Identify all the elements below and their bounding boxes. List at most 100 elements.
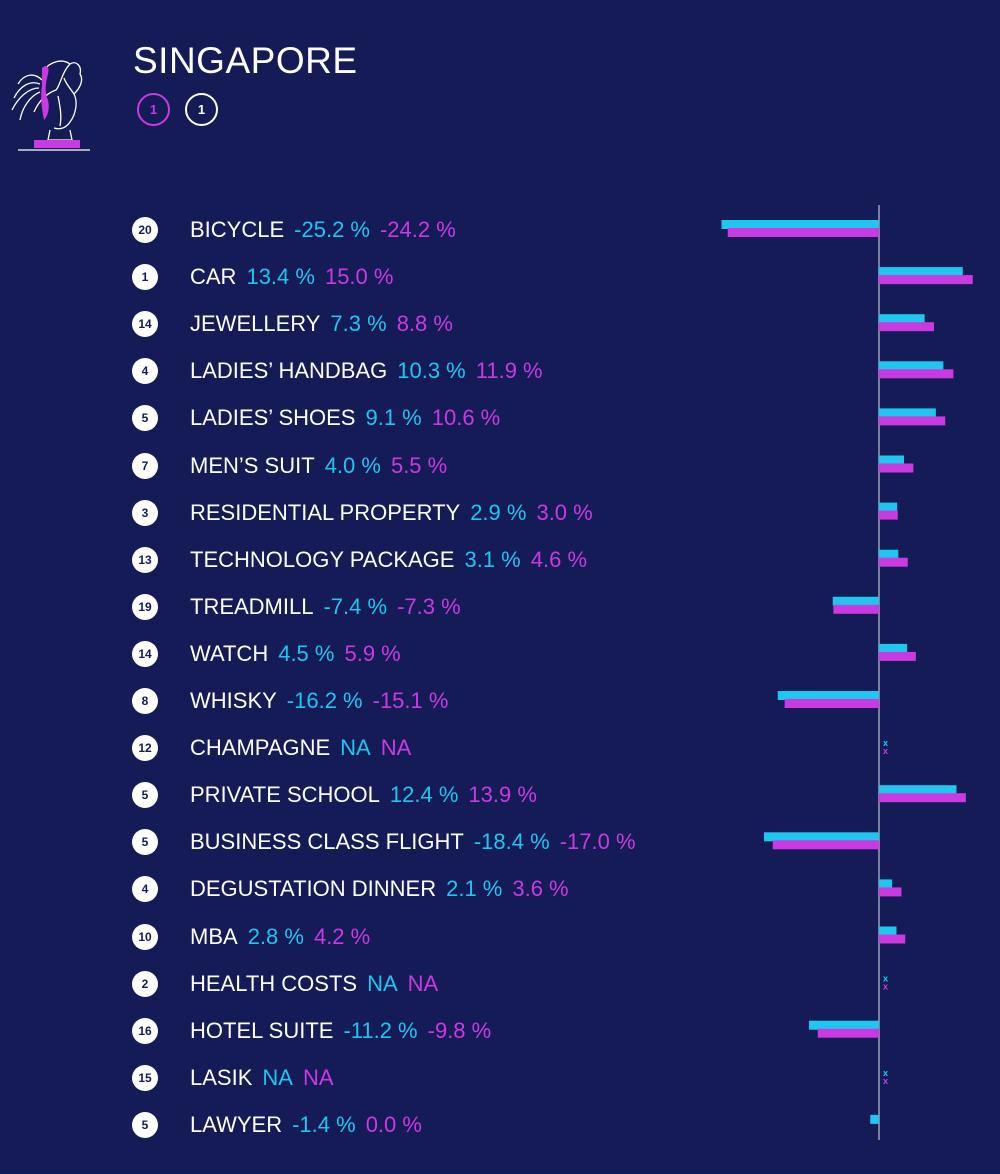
bar-magenta <box>833 604 879 614</box>
list-item: 3 RESIDENTIAL PROPERTY 2.9 % 3.0 % <box>0 498 1000 528</box>
value-magenta: 11.9 % <box>475 358 543 384</box>
value-magenta: -24.2 % <box>379 217 456 242</box>
value-cyan: 7.3 % <box>330 311 387 337</box>
rank-badge: 8 <box>132 688 158 714</box>
rank-badge: 5 <box>132 782 158 809</box>
bar-magenta <box>879 322 934 332</box>
item-name: RESIDENTIAL PROPERTY <box>190 499 461 525</box>
item-name: CHAMPAGNE <box>190 735 331 761</box>
value-cyan: 12.4 % <box>389 782 459 808</box>
bar-magenta <box>879 416 946 426</box>
rank-badge: 7 <box>132 452 158 479</box>
rank-badge: 19 <box>132 593 158 620</box>
rank-badge: 3 <box>132 499 158 526</box>
item-label: LADIES’ HANDBAG 10.3 % 11.9 % <box>190 359 543 383</box>
list-item: 4 LADIES’ HANDBAG 10.3 % 11.9 % <box>0 356 1000 386</box>
list-item: 13 TECHNOLOGY PACKAGE 3.1 % 4.6 % <box>0 545 1000 575</box>
rank-badge: 5 <box>132 1111 158 1138</box>
item-name: HEALTH COSTS <box>190 970 358 996</box>
list-item: 15 LASIK NA NA <box>0 1063 1000 1093</box>
value-cyan: 2.9 % <box>470 499 527 525</box>
bar-magenta <box>784 699 879 708</box>
value-cyan: 13.4 % <box>246 264 315 290</box>
bar-cyan <box>879 361 944 371</box>
value-magenta: 0.0 % <box>365 1111 422 1137</box>
rank-badge: 12 <box>132 735 158 762</box>
value-cyan: 3.1 % <box>464 546 521 572</box>
item-label: MEN’S SUIT 4.0 % 5.5 % <box>190 452 448 478</box>
bar-magenta <box>879 275 973 285</box>
list-item: 16 HOTEL SUITE -11.2 % -9.8 % <box>0 1016 1000 1046</box>
value-cyan: NA <box>340 735 371 761</box>
value-cyan: -16.2 % <box>286 688 363 713</box>
item-name: TREADMILL <box>190 593 314 619</box>
bar-cyan <box>809 1020 879 1030</box>
na-marker: x <box>883 982 888 992</box>
item-label: CHAMPAGNE NA NA <box>190 736 411 760</box>
bar-cyan <box>879 879 893 889</box>
bar-cyan <box>879 549 899 559</box>
value-magenta: NA <box>407 970 439 996</box>
value-magenta: 3.0 % <box>536 499 593 525</box>
value-cyan: NA <box>367 970 398 996</box>
list-item: 14 WATCH 4.5 % 5.9 % <box>0 639 1000 669</box>
list-item: 8 WHISKY -16.2 % -15.1 % <box>0 686 1000 716</box>
list-item: 10 MBA 2.8 % 4.2 % <box>0 922 1000 952</box>
value-magenta: 5.9 % <box>344 640 401 666</box>
bar-cyan <box>879 785 957 795</box>
item-name: PRIVATE SCHOOL <box>190 782 380 808</box>
rank-badge: 14 <box>132 640 158 667</box>
list-item: 7 MEN’S SUIT 4.0 % 5.5 % <box>0 451 1000 481</box>
bar-magenta <box>879 510 898 520</box>
bar-magenta <box>817 1028 879 1038</box>
na-marker: x <box>883 738 888 748</box>
merlion-icon <box>11 60 90 151</box>
rank-badge: 10 <box>132 923 158 950</box>
value-magenta: 15.0 % <box>324 264 394 290</box>
na-marker: x <box>883 974 888 984</box>
item-label: MBA 2.8 % 4.2 % <box>190 923 371 949</box>
item-name: WHISKY <box>190 688 277 713</box>
value-cyan: 2.1 % <box>446 876 503 902</box>
value-magenta: 4.6 % <box>530 546 588 572</box>
bar-magenta <box>772 840 879 850</box>
list-item: 5 BUSINESS CLASS FLIGHT -18.4 % -17.0 % <box>0 827 1000 857</box>
bar-magenta <box>879 557 908 567</box>
value-magenta: 4.2 % <box>313 923 371 949</box>
item-label: BICYCLE -25.2 % -24.2 % <box>190 218 456 242</box>
value-magenta: 3.6 % <box>512 876 569 902</box>
item-label: TECHNOLOGY PACKAGE 3.1 % 4.6 % <box>190 546 588 572</box>
item-label: LASIK NA NA <box>190 1065 334 1090</box>
na-marker: x <box>883 746 888 756</box>
item-name: LADIES’ SHOES <box>190 405 356 431</box>
bar-cyan <box>832 596 879 606</box>
bar-magenta <box>879 369 954 379</box>
bar-magenta <box>879 793 966 803</box>
item-name: DEGUSTATION DINNER <box>190 876 437 902</box>
item-label: LADIES’ SHOES 9.1 % 10.6 % <box>190 406 500 430</box>
list-item: 5 PRIVATE SCHOOL 12.4 % 13.9 % <box>0 780 1000 810</box>
list-item: 4 DEGUSTATION DINNER 2.1 % 3.6 % <box>0 874 1000 904</box>
bar-magenta <box>879 651 916 661</box>
value-cyan: -18.4 % <box>473 829 550 855</box>
bar-magenta <box>879 463 914 473</box>
bar-cyan <box>777 691 879 700</box>
item-name: LADIES’ HANDBAG <box>190 358 388 384</box>
rank-badge: 15 <box>132 1064 158 1091</box>
item-label: WATCH 4.5 % 5.9 % <box>190 640 401 666</box>
value-magenta: 10.6 % <box>431 405 501 431</box>
item-label: HEALTH COSTS NA NA <box>190 970 439 996</box>
item-name: BUSINESS CLASS FLIGHT <box>190 829 464 855</box>
value-cyan: 10.3 % <box>397 358 466 384</box>
item-label: DEGUSTATION DINNER 2.1 % 3.6 % <box>190 877 569 901</box>
value-magenta: 5.5 % <box>390 452 448 478</box>
rank-badge: 14 <box>132 311 158 338</box>
rank-badge: 5 <box>132 829 158 856</box>
rank-badge: 2 <box>132 970 158 997</box>
overall-rank-magenta: 1 <box>137 93 170 126</box>
item-label: WHISKY -16.2 % -15.1 % <box>190 689 448 713</box>
list-item: 14 JEWELLERY 7.3 % 8.8 % <box>0 309 1000 339</box>
overall-rank-white: 1 <box>185 93 218 126</box>
value-cyan: 9.1 % <box>365 405 422 431</box>
